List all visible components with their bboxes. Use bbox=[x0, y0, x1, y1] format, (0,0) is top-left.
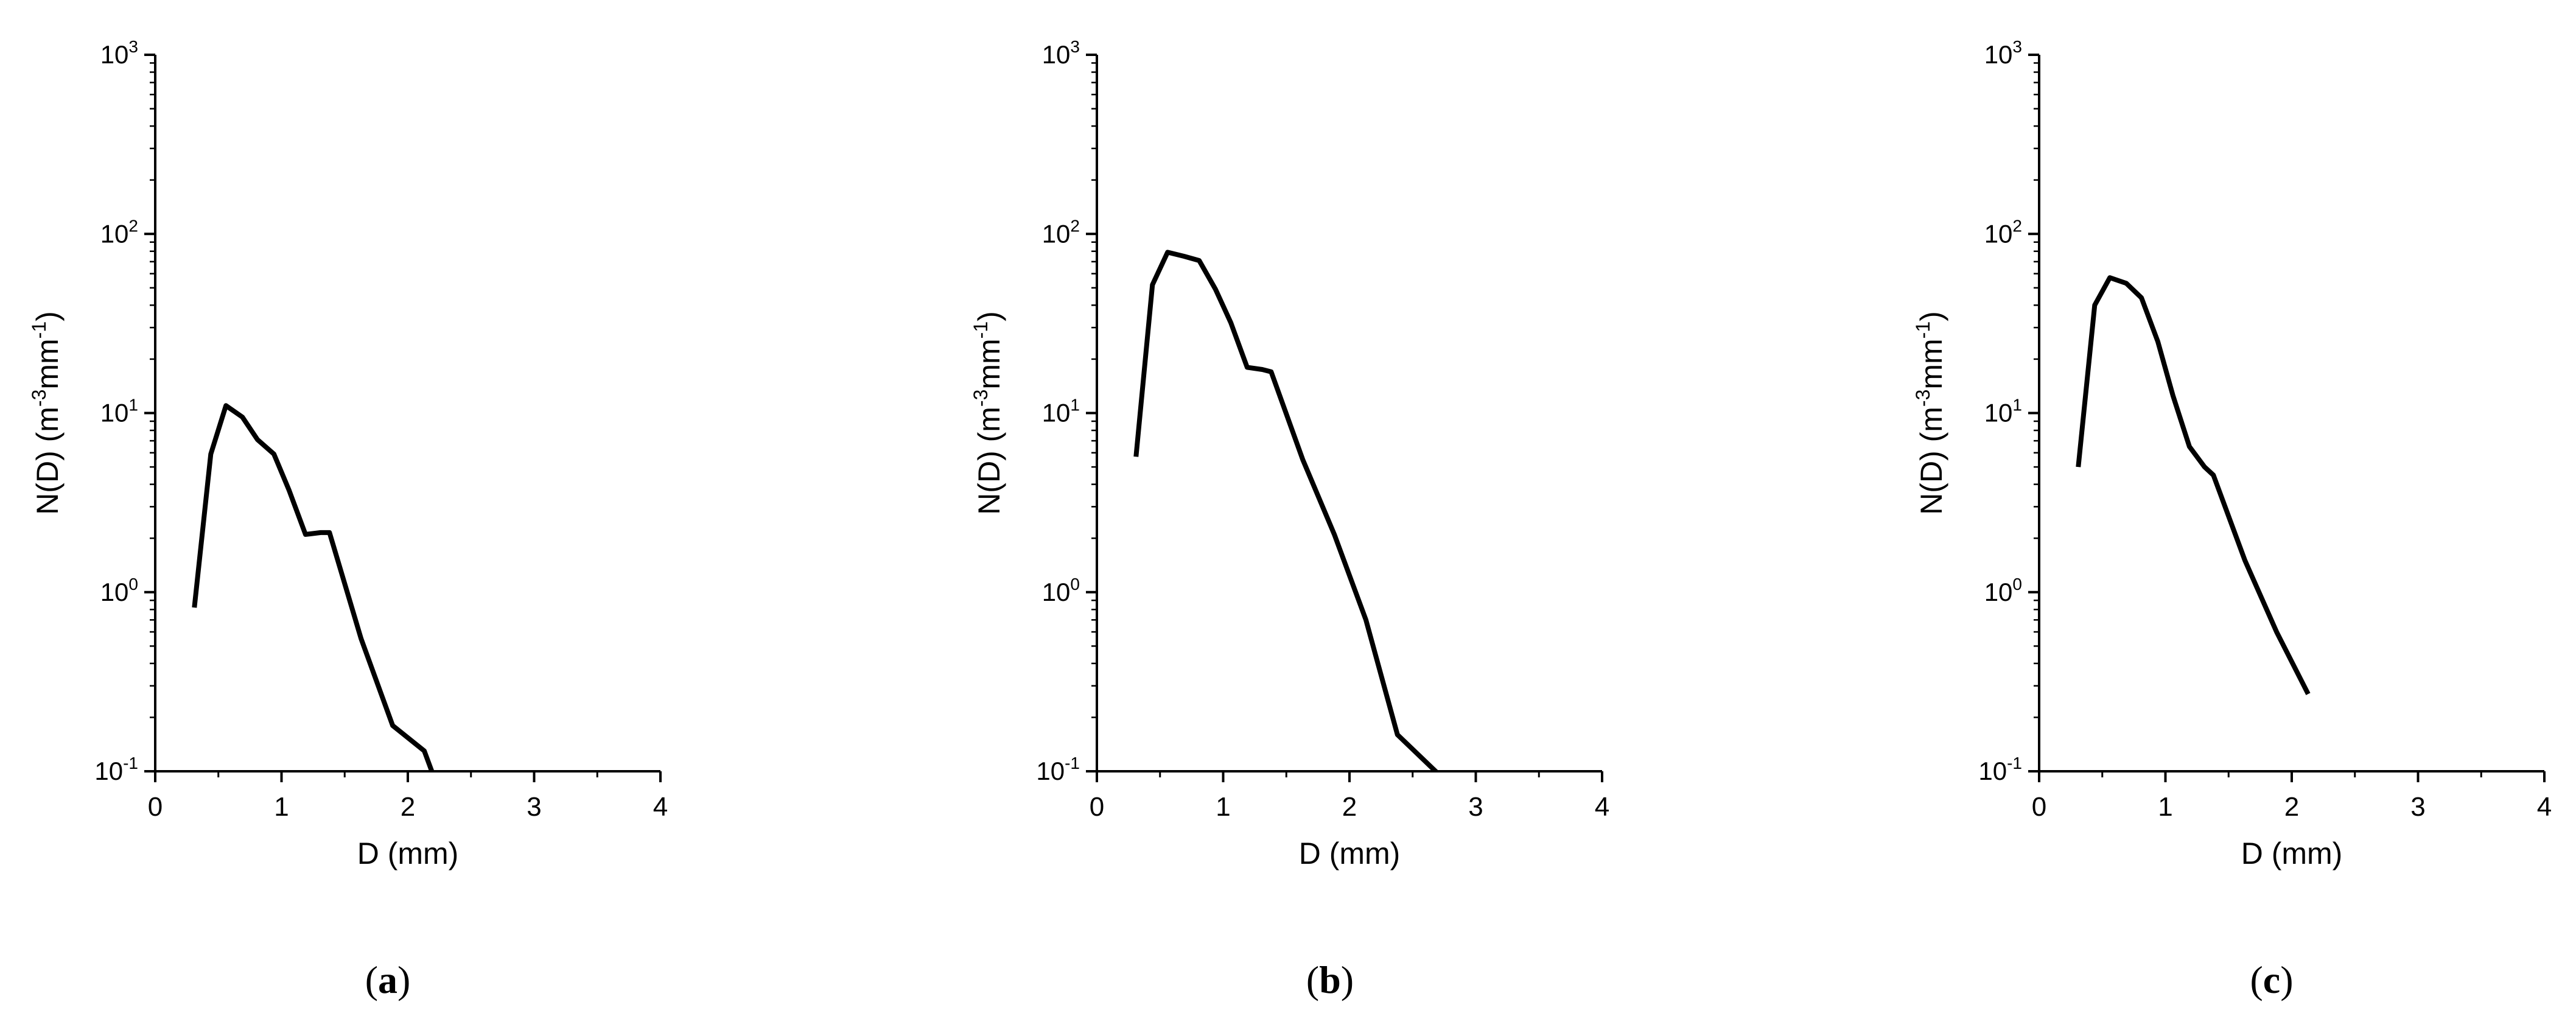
y-tick-label: 10-1 bbox=[94, 754, 138, 785]
y-tick-label: 100 bbox=[1042, 575, 1080, 606]
x-tick-label: 4 bbox=[2537, 792, 2552, 822]
x-tick-label: 2 bbox=[1342, 792, 1357, 822]
y-tick-label: 102 bbox=[1042, 216, 1080, 248]
y-tick-label: 101 bbox=[1984, 396, 2022, 427]
x-tick-label: 4 bbox=[653, 792, 668, 822]
x-axis-label: D (mm) bbox=[357, 836, 459, 871]
series-line bbox=[192, 403, 435, 771]
x-tick-label: 1 bbox=[274, 792, 289, 822]
y-axis-label: N(D) (m-3mm-1) bbox=[28, 311, 65, 515]
panel-caption-a: (a) bbox=[365, 958, 411, 1001]
y-tick-label: 103 bbox=[1042, 37, 1080, 69]
y-tick-label: 101 bbox=[100, 396, 138, 427]
panel-caption-c: (c) bbox=[2250, 958, 2294, 1001]
y-tick-label: 10-1 bbox=[1036, 754, 1080, 785]
y-axis-label: N(D) (m-3mm-1) bbox=[970, 311, 1006, 515]
x-tick-label: 2 bbox=[2284, 792, 2299, 822]
x-tick-label: 3 bbox=[527, 792, 541, 822]
x-axis-label: D (mm) bbox=[2241, 836, 2343, 871]
y-tick-label: 100 bbox=[1984, 575, 2022, 606]
x-tick-label: 0 bbox=[148, 792, 163, 822]
y-axis-label: N(D) (m-3mm-1) bbox=[1912, 311, 1948, 515]
x-tick-label: 2 bbox=[401, 792, 415, 822]
x-tick-label: 3 bbox=[1468, 792, 1483, 822]
chart-panel-c: 0 1 2 3 4 10-1 100 101 102 103 D (mm) N(D) (m-3mm-1… bbox=[1912, 37, 2552, 871]
x-tick-label: 3 bbox=[2410, 792, 2425, 822]
x-tick-label: 1 bbox=[1216, 792, 1230, 822]
y-tick-label: 103 bbox=[1984, 37, 2022, 69]
y-tick-label: 102 bbox=[100, 216, 138, 248]
x-tick-label: 0 bbox=[2032, 792, 2046, 822]
panel-caption-b: (b) bbox=[1306, 958, 1354, 1001]
y-tick-label: 101 bbox=[1042, 396, 1080, 427]
y-tick-label: 102 bbox=[1984, 216, 2022, 248]
panel-label-a: a bbox=[378, 958, 397, 1001]
chart-panel-a: 0 1 2 3 4 10-1 100 101 102 103 D (mm) N(D) (m-3mm-1… bbox=[28, 37, 668, 871]
y-tick-label: 103 bbox=[100, 37, 138, 69]
x-tick-label: 0 bbox=[1090, 792, 1104, 822]
x-tick-label: 1 bbox=[2158, 792, 2172, 822]
y-tick-label: 100 bbox=[100, 575, 138, 606]
series-line bbox=[1133, 250, 1440, 771]
x-axis-label: D (mm) bbox=[1299, 836, 1401, 871]
panel-label-c: c bbox=[2263, 958, 2281, 1001]
y-tick-label: 10-1 bbox=[1978, 754, 2022, 785]
chart-panel-b: 0 1 2 3 4 10-1 100 101 102 103 D (mm) N(D) (m-3mm-1… bbox=[970, 37, 1609, 871]
panel-label-b: b bbox=[1319, 958, 1341, 1001]
series-line bbox=[2076, 275, 2311, 695]
x-tick-label: 4 bbox=[1595, 792, 1609, 822]
